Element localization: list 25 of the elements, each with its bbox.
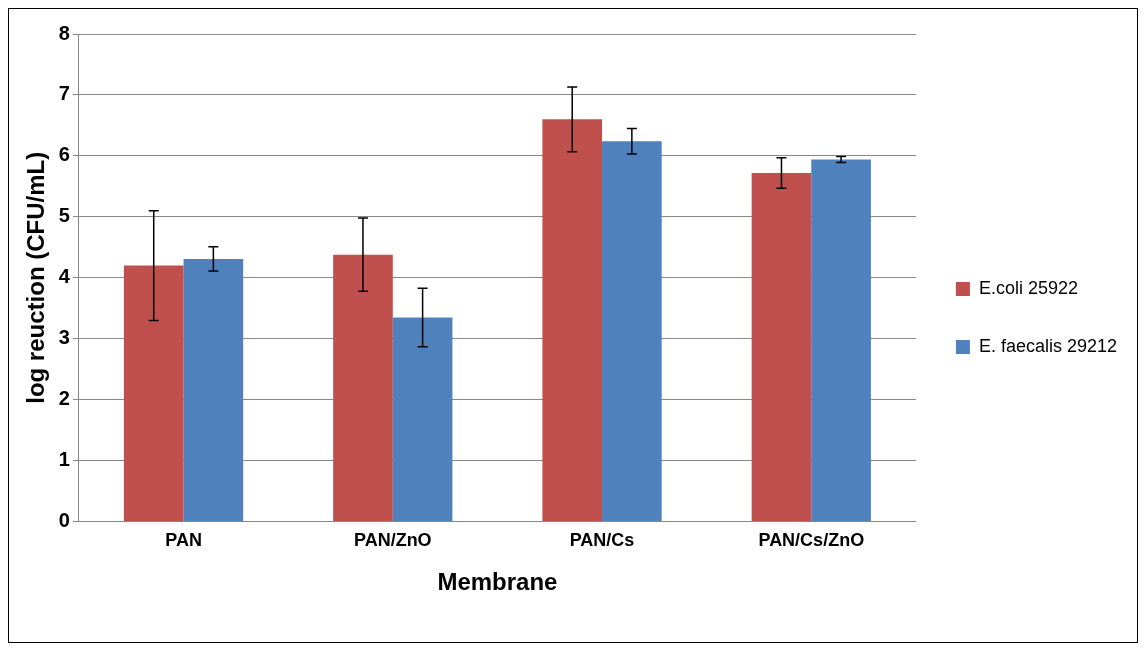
- y-tick-label: 6: [58, 143, 70, 166]
- y-tick-label: 7: [58, 82, 70, 105]
- y-tick-label: 4: [58, 265, 71, 288]
- x-tick-label: PAN/Cs/ZnO: [758, 530, 865, 551]
- x-tick-label: PAN: [165, 530, 202, 551]
- y-tick-label: 1: [58, 448, 70, 471]
- x-tick-label: PAN/ZnO: [353, 530, 432, 551]
- y-tick-label: 3: [58, 326, 70, 349]
- y-axis-title: log reuction (CFU/mL): [22, 151, 50, 404]
- y-tick-label: 5: [58, 204, 70, 227]
- bar: [183, 258, 244, 522]
- y-tick-label: 8: [58, 21, 70, 44]
- y-tick-label: 0: [58, 509, 70, 532]
- legend-label: E. faecalis 29212: [978, 335, 1117, 356]
- bar: [333, 254, 393, 522]
- x-tick-label: PAN/Cs: [569, 530, 635, 551]
- legend-label: E.coli 25922: [978, 277, 1078, 298]
- bar: [542, 119, 603, 522]
- bar: [751, 172, 812, 522]
- bar: [123, 265, 184, 522]
- y-tick-label: 2: [58, 387, 70, 410]
- bar: [811, 159, 871, 522]
- x-axis-title: Membrane: [437, 568, 558, 596]
- bar: [392, 317, 453, 522]
- bar: [602, 141, 662, 522]
